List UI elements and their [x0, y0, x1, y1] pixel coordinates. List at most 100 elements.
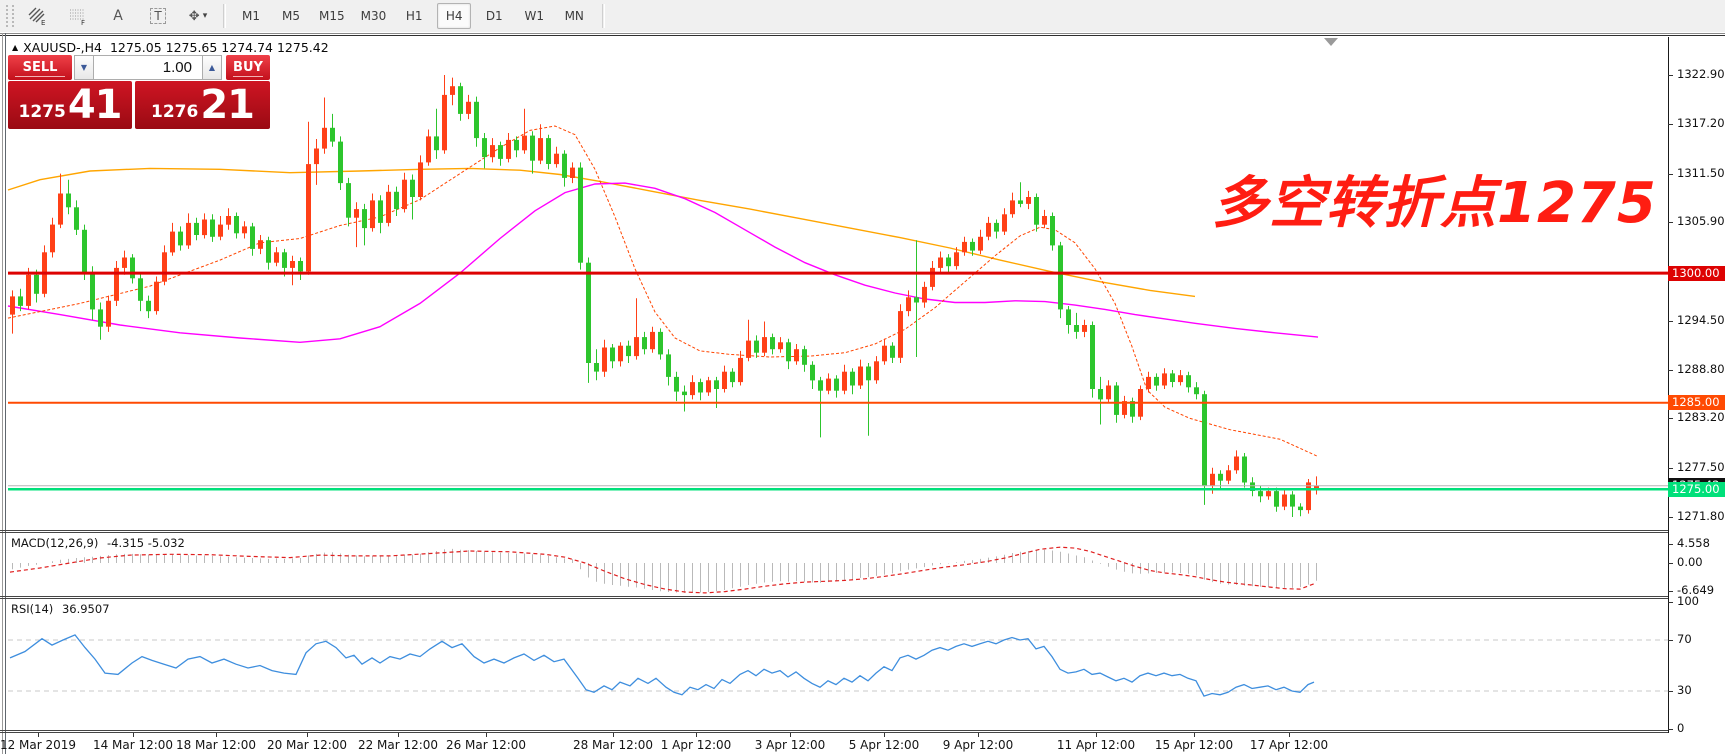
toolbar-separator-2: [602, 4, 606, 28]
time-tick: [1289, 733, 1290, 737]
price-tick-label: 1288.80: [1677, 362, 1725, 376]
price-tick-label: 1317.20: [1677, 116, 1725, 130]
timeframe-m1[interactable]: M1: [242, 9, 260, 23]
macd-label: MACD(12,26,9) -4.315 -5.032: [11, 536, 185, 550]
price-tick: [1668, 640, 1673, 641]
sell-price-display[interactable]: 1275 41: [8, 81, 132, 129]
price-tick: [1668, 222, 1673, 223]
time-tick-label: 3 Apr 12:00: [754, 738, 826, 752]
buy-price-pips: 21: [200, 82, 255, 128]
price-tick-label: 1322.90: [1677, 67, 1725, 81]
time-tick-label: 26 Mar 12:00: [445, 738, 527, 752]
price-tick-label: -6.649: [1677, 583, 1715, 597]
time-tick-label: 11 Apr 12:00: [1056, 738, 1136, 752]
price-tick: [1668, 124, 1673, 125]
macd-indicator-panel[interactable]: [7, 533, 1668, 596]
rsi-indicator-panel[interactable]: [7, 599, 1668, 730]
time-tick-label: 18 Mar 12:00: [175, 738, 257, 752]
sell-button[interactable]: SELL: [8, 55, 72, 80]
spinner-down-icon: ▼: [80, 63, 88, 72]
time-tick-label: 1 Apr 12:00: [660, 738, 732, 752]
chart-shift-marker-icon[interactable]: [1324, 38, 1338, 46]
text-label-icon[interactable]: A: [101, 3, 135, 29]
time-tick: [38, 733, 39, 737]
time-tick: [1194, 733, 1195, 737]
time-tick-label: 28 Mar 12:00: [572, 738, 654, 752]
price-tick-label: 100: [1677, 594, 1699, 608]
timeframe-m15[interactable]: M15: [319, 9, 345, 23]
time-tick: [790, 733, 791, 737]
collapse-triangle-icon[interactable]: ▲: [12, 43, 19, 52]
buy-price-display[interactable]: 1276 21: [135, 81, 270, 129]
grid-dots-icon-glyph: F: [70, 9, 85, 27]
time-tick-label: 9 Apr 12:00: [942, 738, 1014, 752]
sell-price-pips: 41: [67, 82, 123, 128]
grid-dots-icon[interactable]: F: [61, 3, 95, 29]
one-click-trade-panel: SELL ▼ ▲ BUY 1275 41 1276 21: [8, 55, 270, 129]
ohlc-values: 1275.05 1275.65 1274.74 1275.42: [109, 40, 329, 55]
time-tick: [216, 733, 217, 737]
window-border-top-inner: [0, 35, 1725, 36]
rsi-separator-top[interactable]: [0, 596, 1668, 597]
price-tick-label: 1271.80: [1677, 509, 1725, 523]
price-tick: [1668, 370, 1673, 371]
price-tick: [1668, 729, 1673, 730]
hline-price-label: 1275.00: [1668, 482, 1725, 497]
chart-title: ▲ XAUUSD-,H4 1275.05 1275.65 1274.74 1275.…: [12, 40, 329, 55]
macd-values: -4.315 -5.032: [107, 536, 185, 550]
price-tick: [1668, 517, 1673, 518]
timeframe-m30[interactable]: M30: [360, 9, 387, 23]
time-tick-label: 22 Mar 12:00: [357, 738, 439, 752]
buy-price-integer: 1276: [151, 102, 199, 122]
time-tick-label: 12 Mar 2019: [0, 738, 77, 752]
cursor-mode-icon[interactable]: ✥ ▾: [181, 3, 215, 29]
price-tick-label: 1311.50: [1677, 166, 1725, 180]
toolbar-grip[interactable]: [6, 5, 14, 27]
volume-increase-button[interactable]: ▲: [203, 55, 222, 80]
time-tick: [307, 733, 308, 737]
chevron-down-icon: ▾: [202, 11, 208, 21]
window-border-top-outer: [0, 33, 1725, 34]
price-tick: [1668, 602, 1673, 603]
window-border-left-outer: [2, 33, 3, 754]
main-price-chart[interactable]: [7, 37, 1668, 530]
expert-hatch-icon[interactable]: E: [21, 3, 55, 29]
rsi-name: RSI(14): [11, 602, 54, 616]
spinner-up-icon: ▲: [208, 63, 216, 72]
timeframe-mn[interactable]: MN: [564, 9, 584, 23]
text-box-glyph: T: [150, 8, 166, 24]
price-axis[interactable]: 1322.90 1317.20 1311.50 1305.90 1294.50 1288.…: [1668, 0, 1725, 754]
time-tick: [133, 733, 134, 737]
time-tick-label: 20 Mar 12:00: [266, 738, 348, 752]
buy-button[interactable]: BUY: [226, 55, 270, 80]
price-tick-label: 0.00: [1677, 555, 1703, 569]
time-axis[interactable]: 12 Mar 2019 14 Mar 12:00 18 Mar 12:00 20 Ma…: [0, 733, 1725, 754]
time-tick: [398, 733, 399, 737]
volume-decrease-button[interactable]: ▼: [74, 55, 93, 80]
timeframe-h4[interactable]: H4: [437, 3, 472, 29]
timeframe-w1[interactable]: W1: [524, 9, 545, 23]
price-tick-label: 4.558: [1677, 536, 1710, 550]
text-box-icon[interactable]: T: [141, 3, 175, 29]
time-axis-separator-bottom: [0, 732, 1668, 733]
macd-separator-bottom[interactable]: [0, 532, 1668, 533]
price-tick: [1668, 418, 1673, 419]
svg-text:F: F: [81, 19, 85, 27]
price-tick: [1668, 691, 1673, 692]
hline-price-label: 1285.00: [1668, 395, 1725, 410]
chart-text-annotation[interactable]: 多空转折点1275: [1212, 171, 1657, 236]
toolbar-separator: [223, 4, 226, 28]
rsi-separator-bottom[interactable]: [0, 598, 1668, 599]
price-tick-label: 1305.90: [1677, 214, 1725, 228]
price-tick: [1668, 75, 1673, 76]
price-tick-label: 30: [1677, 683, 1692, 697]
text-label-glyph: A: [113, 8, 123, 24]
cursor-mode-glyph: ✥: [188, 8, 200, 24]
macd-separator-top[interactable]: [0, 530, 1668, 531]
time-tick-label: 15 Apr 12:00: [1154, 738, 1234, 752]
timeframe-m5[interactable]: M5: [282, 9, 300, 23]
timeframe-d1[interactable]: D1: [485, 9, 503, 23]
volume-input[interactable]: [93, 55, 203, 80]
price-tick-label: 1294.50: [1677, 313, 1725, 327]
timeframe-h1[interactable]: H1: [405, 9, 423, 23]
